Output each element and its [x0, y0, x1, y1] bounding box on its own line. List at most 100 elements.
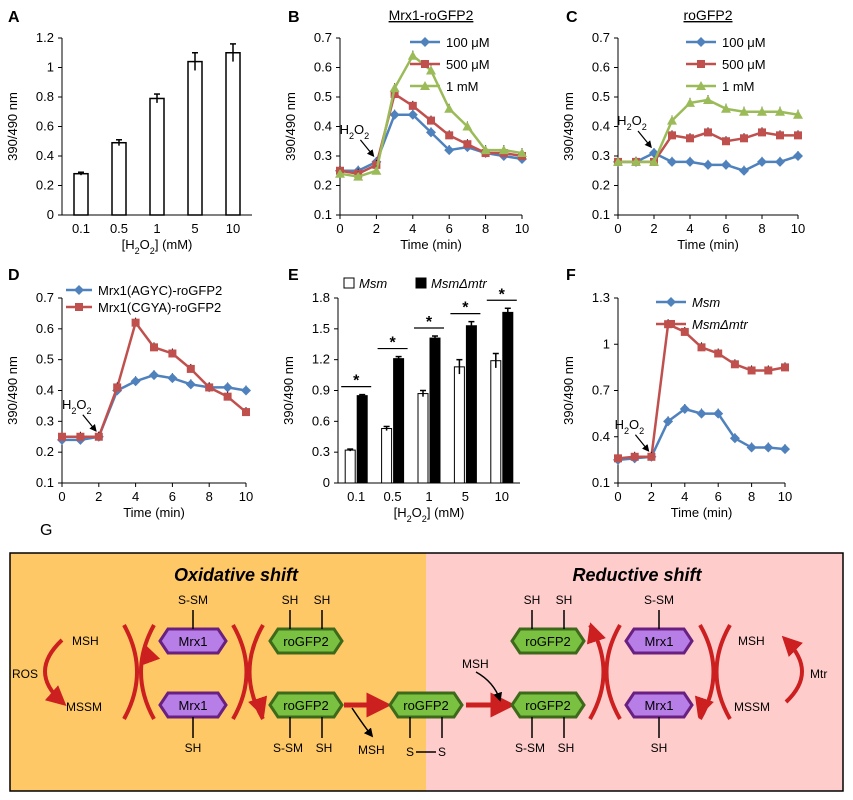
data-point	[76, 432, 85, 441]
y-axis-label: 390/490 nm	[561, 92, 576, 161]
data-point	[613, 156, 623, 166]
significance-star: *	[462, 300, 469, 317]
legend-swatch	[415, 277, 427, 289]
x-axis-label: Time (min)	[677, 237, 739, 252]
legend-label: 1 mM	[446, 79, 479, 94]
x-axis-label: [H2O2] (mM)	[122, 237, 193, 256]
data-point	[517, 148, 527, 158]
oxidative-background	[10, 553, 426, 791]
ros-arrow	[43, 638, 67, 706]
data-point	[463, 140, 472, 149]
mtr-arrow	[781, 635, 804, 704]
data-point	[757, 106, 767, 116]
panel-letter-c: C	[566, 9, 578, 26]
y-tick-label: 0.1	[36, 475, 54, 490]
chart-c-line: 0.1 0.2 0.3 0.4 0.5 0.6 0.7 390/490 nm Time (min…	[561, 7, 805, 252]
reductive-background	[426, 553, 843, 791]
y-tick-label: 0.7	[592, 383, 610, 398]
x-tick-label: 2	[650, 221, 657, 236]
data-point	[764, 366, 773, 375]
x-tick-label: 6	[446, 221, 453, 236]
y-tick-label: 1.8	[312, 290, 330, 305]
legend-label: 500 μM	[722, 57, 766, 72]
y-tick-label: 0.4	[36, 148, 54, 163]
legend-label: 500 μM	[446, 57, 490, 72]
y-tick-label: 1.5	[312, 321, 330, 336]
exchange-arc-right-tip	[586, 622, 606, 645]
x-tick-label: 6	[715, 489, 722, 504]
x-tick-label: 0	[614, 221, 621, 236]
bar	[187, 60, 203, 216]
x-tick-label: 4	[681, 489, 688, 504]
x-tick-label: 10	[778, 489, 792, 504]
y-tick-label: 0.5	[592, 89, 610, 104]
data-point	[703, 159, 713, 170]
msh-label-left: MSH	[72, 634, 99, 648]
y-tick-label: 0.3	[314, 148, 332, 163]
legend-label: 100 μM	[722, 35, 766, 50]
panel-letter-d: D	[8, 267, 20, 284]
data-point	[679, 404, 690, 414]
chart-d-line: 0.1 0.2 0.3 0.4 0.5 0.6 0.7 390/490 nm Time (min…	[5, 283, 253, 520]
h2o2-arrow	[82, 414, 97, 432]
y-tick-label: 0.5	[314, 89, 332, 104]
significance-star: *	[353, 373, 360, 390]
y-tick-label: 0.6	[312, 413, 330, 428]
data-point	[667, 156, 677, 167]
x-tick-label: 1	[425, 489, 432, 504]
legend-label: MsmΔmtr	[692, 317, 748, 332]
h2o2-arrow	[359, 139, 375, 158]
data-point	[389, 83, 400, 93]
y-tick-label: 1.2	[312, 352, 330, 367]
sh-label: SH	[282, 593, 299, 607]
h2o2-annotation: H2O2	[615, 417, 645, 436]
mssm-label-right: MSSM	[734, 700, 770, 714]
ros-label: ROS	[12, 667, 38, 681]
mrx1-label: Mrx1	[179, 698, 208, 713]
exchange-arc-right-2	[604, 624, 622, 720]
x-tick-label: 0.1	[347, 489, 365, 504]
data-point	[150, 343, 158, 352]
x-axis-label: Time (min)	[671, 505, 733, 520]
data-point	[696, 408, 707, 419]
rogfp2-hex-left-bottom	[268, 691, 344, 719]
mrx1-hex-right-top	[624, 627, 694, 655]
y-tick-label: 0.2	[314, 178, 332, 193]
x-axis-label: Time (min)	[123, 505, 185, 520]
y-tick-label: 0.1	[592, 207, 610, 222]
data-point	[480, 145, 491, 155]
y-tick-label: 0.4	[592, 119, 610, 134]
data-point	[685, 156, 695, 167]
sh-label: SH	[558, 741, 575, 755]
msh-release-arrow	[351, 707, 374, 738]
data-point	[242, 408, 250, 417]
data-point	[426, 127, 436, 138]
data-point	[75, 303, 83, 311]
x-tick-label: 0.5	[384, 489, 402, 504]
data-point	[426, 65, 436, 75]
y-axis-label: 390/490 nm	[561, 356, 576, 425]
panel-letter-f: F	[566, 267, 576, 284]
significance-star: *	[389, 335, 396, 352]
data-point	[168, 349, 177, 358]
bar	[381, 428, 393, 484]
y-tick-label: 1.2	[36, 30, 54, 45]
y-tick-label: 0.6	[36, 119, 54, 134]
mechanism-diagram: Oxidative shift Reductive shift ROS MSH …	[9, 552, 844, 792]
y-tick-label: 1	[47, 60, 54, 75]
x-tick-label: 8	[758, 221, 765, 236]
x-tick-label: 0	[336, 221, 343, 236]
s-label: S	[438, 745, 446, 759]
x-tick-label: 2	[373, 221, 380, 236]
sh-label: SH	[316, 741, 333, 755]
x-tick-label: 0	[614, 489, 621, 504]
bar	[465, 325, 477, 484]
s-sm-label: S-SM	[644, 593, 674, 607]
mtr-label: Mtr	[810, 667, 827, 681]
y-tick-label: 0.7	[36, 290, 54, 305]
sh-label: SH	[524, 593, 541, 607]
data-point	[747, 366, 756, 375]
data-point	[666, 297, 676, 307]
data-point	[498, 145, 509, 155]
x-tick-label: 8	[748, 489, 755, 504]
